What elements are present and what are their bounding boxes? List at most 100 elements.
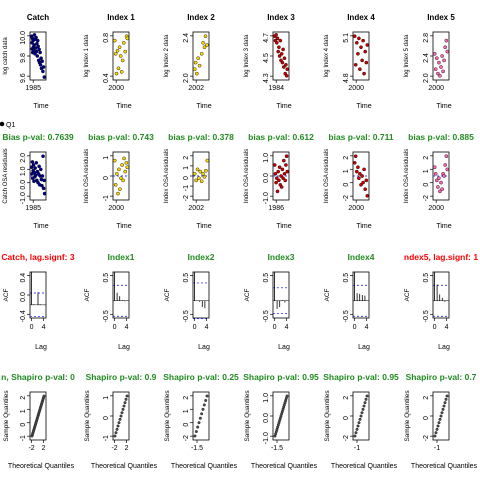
r2-panel2-point — [115, 171, 119, 176]
r4-panel3-qq-point — [193, 434, 197, 438]
r1-panel3-point — [202, 45, 207, 50]
r1-panel4-point — [277, 45, 281, 50]
r1-panel1-ytick-label: 10.0 — [20, 31, 27, 45]
r2-panel1-ytick-label: 0.0 — [20, 180, 27, 190]
r4-panel3-plot-box — [192, 391, 210, 441]
r4-panel5-qq-point — [354, 431, 358, 435]
r2-panel3-xtick-label: 2002 — [188, 205, 204, 212]
r4-panel6-qq-point — [434, 431, 438, 435]
r4-panel5-qq-point — [357, 421, 361, 425]
r2-panel5-point — [356, 165, 360, 169]
legend-q1-marker — [0, 121, 5, 127]
r2-panel6-xlabel: Time — [436, 223, 451, 230]
r4-panel3-qq-point — [198, 416, 202, 420]
r1-panel2-xlabel: Time — [116, 103, 131, 110]
r1-panel2-point — [122, 41, 126, 45]
r2-panel3-point — [198, 169, 203, 174]
r1-panel4-point — [276, 49, 281, 54]
r1-panel1-point — [32, 33, 37, 37]
r2-panel3-point — [199, 179, 204, 184]
r1-panel3-point — [196, 56, 200, 61]
r2-panel3-xlabel: Time — [196, 223, 211, 230]
r3-panel2-xtick-label: 0 — [113, 324, 117, 331]
r4-panel2-qq-point — [115, 427, 119, 431]
r4-panel3-qq-point — [201, 407, 205, 411]
r4-panel1-xtick-label: -2 — [28, 445, 34, 452]
r2-panel3-point — [204, 168, 208, 173]
r2-panel1-point — [34, 160, 39, 165]
r2-panel3-point — [205, 158, 210, 163]
r1-panel4-point — [277, 54, 282, 58]
r2-panel5-point — [352, 160, 357, 165]
r4-panel6-qq-point — [443, 401, 447, 405]
r2-panel4-point — [273, 171, 278, 176]
r4-panel4-xlabel: Theoretical Quantiles — [251, 463, 318, 470]
r1-panel4-point — [275, 36, 280, 41]
r1-panel4-xtick-label: 1984 — [268, 85, 284, 92]
r2-panel5-ylabel: Index OSA residuals — [324, 149, 330, 203]
r3-panel1-xlabel: Lag — [35, 344, 47, 351]
r3-panel4-plot-box — [272, 271, 290, 319]
r4-panel6-qq-point — [441, 407, 445, 411]
r3-panel4-ytick-label: -0.5 — [263, 310, 270, 322]
r1-panel5-xtick-label: 2000 — [348, 85, 364, 92]
r2-panel6-point — [445, 167, 450, 172]
r4-panel5-qq-point — [363, 401, 367, 405]
r3-panel1-title: Catch, lag.signf: 3 — [1, 252, 74, 262]
r2-panel5-ytick-label: 0 — [343, 183, 350, 187]
r4-panel6-qq-point — [444, 397, 448, 401]
r1-panel1-point — [35, 54, 40, 58]
r4-panel1-qq-point — [42, 394, 46, 398]
r4-panel5-xlabel: Theoretical Quantiles — [331, 463, 398, 470]
r3-panel5-ytick-label: -0.5 — [343, 310, 350, 322]
r4-panel1-xlabel: Theoretical Quantiles — [8, 463, 75, 470]
r2-panel6-title: bias p-val: 0.885 — [408, 132, 474, 142]
r3-panel4-ylabel: ACF — [244, 288, 251, 301]
r2-panel6-ytick-label: 2 — [423, 156, 430, 160]
r4-panel4-ytick-label: 0.0 — [263, 413, 270, 423]
r2-panel1-ytick-label: 1.0 — [20, 166, 27, 176]
r2-panel4-xtick-label: 1986 — [268, 205, 284, 212]
r4-panel6-xtick-label: -1 — [434, 445, 440, 452]
r4-panel2-xtick-label: -2 — [111, 445, 117, 452]
r1-panel4-point — [281, 47, 285, 52]
r2-panel1-point — [33, 166, 38, 170]
r1-panel3-ytick-label: 2.4 — [183, 33, 190, 43]
r1-panel6-point — [443, 45, 448, 50]
r2-panel2-ytick-label: 1 — [103, 156, 110, 160]
r4-panel4-ytick-label: -1.0 — [263, 432, 270, 444]
r1-panel5-point — [364, 60, 369, 65]
r2-panel6-point — [442, 174, 446, 178]
r1-panel4-point — [281, 65, 286, 69]
r2-panel5-xtick-label: 2000 — [348, 205, 364, 212]
r4-panel6-qq-point — [439, 414, 443, 418]
r4-panel6-qq-point — [445, 394, 449, 398]
r1-panel6-ytick-label: 2.8 — [423, 33, 430, 43]
r3-panel3-ytick-label: 0.5 — [183, 273, 190, 283]
r2-panel2-point — [112, 158, 117, 163]
r1-panel4-point — [279, 52, 284, 56]
r3-panel4-xtick-label: 4 — [285, 324, 289, 331]
r2-panel2-point — [122, 156, 126, 161]
r4-panel3-qq-point — [197, 421, 201, 425]
r1-panel1-point — [38, 50, 42, 55]
r2-panel6-point — [433, 171, 438, 176]
r4-panel5-ytick-label: 2 — [343, 396, 350, 400]
r1-panel2-point — [123, 49, 127, 54]
r1-panel4-ytick-label: 4.7 — [263, 33, 270, 43]
r4-panel5-qq-point — [364, 397, 368, 401]
r3-panel4-xlabel: Lag — [278, 344, 290, 351]
r4-panel6-xlabel: Theoretical Quantiles — [411, 463, 478, 470]
r2-panel4-point — [274, 180, 278, 185]
r4-panel5-qq-point — [362, 404, 366, 408]
r4-panel6-ytick-label: 0 — [423, 416, 430, 420]
r2-panel3-ytick-label: 0 — [183, 176, 190, 180]
r4-panel2-qq-point — [122, 404, 126, 408]
r1-panel1-ytick-label: 9.8 — [20, 53, 27, 63]
r3-panel6-title: ndex5, lag.signf: 1 — [404, 252, 478, 262]
r2-panel1-point — [30, 160, 35, 164]
r1-panel5-point — [353, 63, 358, 67]
r1-panel2-point — [119, 70, 124, 74]
r4-panel3-title: Shapiro p-val: 0.25 — [163, 372, 239, 382]
r1-panel3-title: Index 2 — [187, 13, 215, 22]
